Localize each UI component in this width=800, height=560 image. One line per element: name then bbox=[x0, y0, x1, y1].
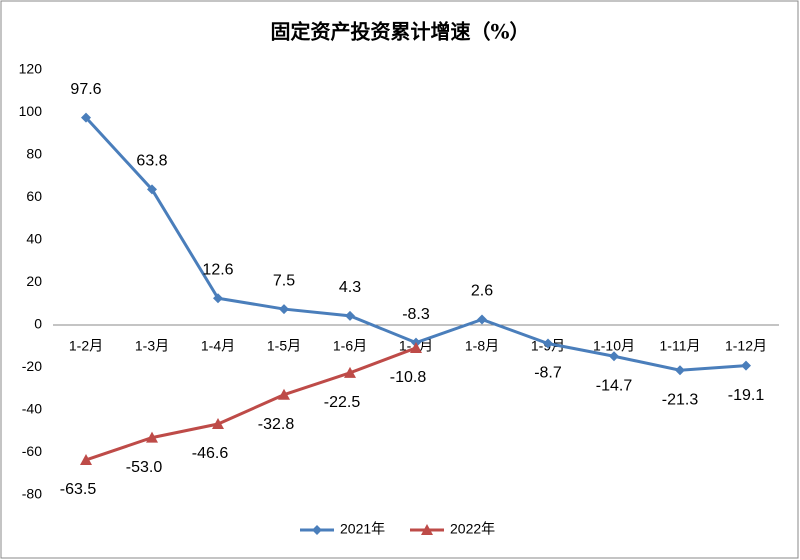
legend-item: 2022年 bbox=[410, 521, 495, 537]
legend-item: 2021年 bbox=[300, 521, 385, 537]
marker bbox=[146, 431, 158, 443]
data-label: -53.0 bbox=[126, 459, 163, 476]
y-tick-label: -40 bbox=[22, 401, 42, 417]
y-tick-label: -60 bbox=[22, 443, 42, 459]
data-label: -8.3 bbox=[402, 306, 430, 323]
x-tick-label: 1-6月 bbox=[333, 338, 367, 354]
marker bbox=[213, 293, 223, 304]
marker bbox=[279, 304, 289, 315]
x-tick-label: 1-12月 bbox=[725, 338, 767, 354]
y-tick-label: 40 bbox=[26, 231, 42, 247]
marker bbox=[278, 388, 290, 400]
legend-marker bbox=[312, 525, 322, 535]
marker bbox=[543, 338, 553, 349]
marker bbox=[80, 453, 92, 465]
series-line bbox=[85, 346, 417, 462]
data-label: -22.5 bbox=[324, 394, 361, 411]
marker bbox=[675, 365, 685, 376]
data-label: -19.1 bbox=[728, 387, 765, 404]
marker bbox=[477, 314, 487, 325]
marker bbox=[345, 310, 355, 321]
data-label: -46.6 bbox=[192, 445, 229, 462]
data-label: 12.6 bbox=[202, 261, 233, 278]
x-tick-label: 1-4月 bbox=[201, 338, 235, 354]
data-label: -8.7 bbox=[534, 365, 562, 382]
data-label: 97.6 bbox=[70, 81, 101, 98]
marker bbox=[344, 366, 356, 378]
data-label: 2.6 bbox=[471, 283, 493, 300]
y-tick-label: 80 bbox=[26, 146, 42, 162]
data-label: -14.7 bbox=[596, 377, 633, 394]
data-label: -21.3 bbox=[662, 391, 699, 408]
data-label: 4.3 bbox=[339, 279, 361, 296]
data-label: -10.8 bbox=[390, 369, 427, 386]
y-tick-label: 20 bbox=[26, 273, 42, 289]
x-tick-label: 1-8月 bbox=[465, 338, 499, 354]
chart-title: 固定资产投资累计增速（%） bbox=[270, 20, 529, 44]
x-tick-label: 1-11月 bbox=[660, 338, 701, 354]
x-tick-label: 1-5月 bbox=[267, 338, 301, 354]
data-label: 63.8 bbox=[136, 153, 167, 170]
x-tick-label: 1-10月 bbox=[593, 338, 635, 354]
marker bbox=[741, 360, 751, 371]
marker bbox=[81, 112, 91, 123]
marker bbox=[147, 184, 157, 195]
x-tick-label: 1-3月 bbox=[135, 338, 169, 354]
legend-label: 2021年 bbox=[340, 521, 385, 537]
data-label: -63.5 bbox=[60, 481, 97, 498]
y-tick-label: -80 bbox=[22, 486, 42, 502]
y-tick-label: -20 bbox=[22, 358, 42, 374]
x-tick-label: 1-2月 bbox=[69, 338, 103, 354]
data-label: -32.8 bbox=[258, 416, 295, 433]
legend-label: 2022年 bbox=[450, 521, 495, 537]
y-tick-label: 60 bbox=[26, 188, 42, 204]
legend-marker bbox=[421, 524, 433, 535]
y-tick-label: 0 bbox=[34, 316, 42, 332]
y-tick-label: 120 bbox=[19, 61, 43, 77]
marker bbox=[609, 351, 619, 362]
y-tick-label: 100 bbox=[19, 103, 43, 119]
data-label: 7.5 bbox=[273, 272, 295, 289]
marker bbox=[212, 418, 224, 430]
marker bbox=[410, 341, 422, 353]
